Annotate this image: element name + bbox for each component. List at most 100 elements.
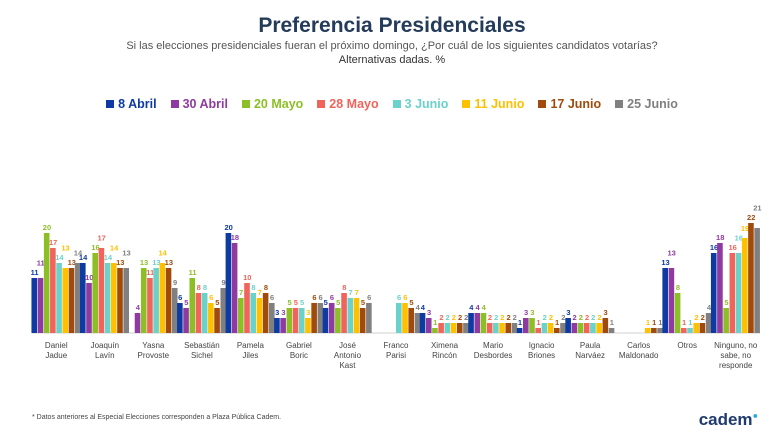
data-label: 14 [74, 249, 83, 258]
bar [328, 303, 335, 333]
bar [735, 253, 742, 333]
data-label: 6 [319, 293, 323, 302]
bar [754, 228, 760, 333]
data-label: 3 [281, 308, 285, 317]
data-label: 7 [355, 288, 359, 297]
bar [311, 303, 317, 333]
data-label: 3 [275, 308, 279, 317]
bar [480, 313, 487, 333]
chart-subtitle: Si las elecciones presidenciales fueran … [126, 40, 658, 52]
data-label: 3 [566, 308, 570, 317]
data-label: 5 [184, 298, 188, 307]
data-label: 4 [469, 303, 474, 312]
data-label: 7 [258, 288, 262, 297]
legend-swatch [106, 100, 115, 108]
data-label: 5 [724, 298, 728, 307]
legend-swatch [241, 100, 250, 108]
data-label: 2 [488, 313, 492, 322]
data-label: 5 [361, 298, 365, 307]
bar [402, 303, 408, 333]
bar [159, 263, 166, 333]
category-label: Sebastián [184, 341, 220, 350]
category-label: Yasna [142, 341, 165, 350]
data-label: 1 [536, 318, 540, 327]
data-label: 2 [494, 313, 498, 322]
category-label: Ximena [431, 341, 459, 350]
bar [298, 308, 305, 333]
bar [238, 298, 244, 333]
legend-label: 17 Junio [550, 97, 602, 111]
chart-title: Preferencia Presidenciales [258, 14, 526, 37]
data-label: 14 [55, 253, 64, 262]
bar [523, 318, 529, 333]
category-label: José [339, 341, 356, 350]
category-label: Ignacio [529, 341, 555, 350]
data-label: 1 [682, 318, 686, 327]
legend-item: 11 Junio [462, 97, 524, 111]
bar [171, 288, 178, 333]
category-label: Narváez [575, 351, 605, 360]
data-label: 2 [464, 313, 468, 322]
bar [516, 328, 523, 333]
bar [468, 313, 474, 333]
bar [366, 303, 372, 333]
bar [98, 248, 105, 333]
data-label: 13 [668, 249, 676, 258]
data-label: 13 [661, 258, 669, 267]
data-label: 3 [604, 308, 608, 317]
data-label: 1 [433, 318, 437, 327]
bar [104, 263, 111, 333]
bar [244, 283, 250, 333]
bar [699, 323, 706, 333]
data-label: 16 [735, 234, 743, 243]
category-label: Daniel [45, 341, 68, 350]
bar [705, 313, 712, 333]
bar [225, 233, 232, 333]
data-label: 13 [165, 258, 173, 267]
data-label: 20 [43, 223, 51, 232]
data-label: 16 [91, 243, 99, 252]
data-label: 2 [452, 313, 456, 322]
data-label: 5 [215, 298, 219, 307]
bar [687, 328, 693, 333]
data-label: 2 [585, 313, 589, 322]
bar [201, 293, 208, 333]
data-label: 2 [446, 313, 450, 322]
bar [432, 328, 438, 333]
legend-swatch [538, 100, 547, 108]
bar [123, 268, 129, 333]
bar [31, 278, 38, 333]
category-label: Maldonado [619, 351, 659, 360]
data-label: 8 [342, 283, 346, 292]
bar [134, 313, 141, 333]
bar [425, 318, 432, 333]
data-label: 13 [61, 244, 69, 253]
cadem-logo: cadem● [698, 410, 758, 429]
data-label: 6 [270, 293, 274, 302]
data-label: 13 [140, 258, 148, 267]
category-label: Parisi [386, 351, 406, 360]
data-label: 11 [37, 259, 45, 268]
bar [335, 308, 341, 333]
bar [486, 323, 493, 333]
bar [111, 263, 117, 333]
bar [608, 328, 615, 333]
bar [577, 323, 584, 333]
bar [140, 268, 147, 333]
bar [280, 318, 286, 333]
bar [651, 328, 657, 333]
bar [50, 248, 56, 333]
data-label: 16 [710, 243, 718, 252]
bar [741, 238, 748, 333]
bar [353, 298, 360, 333]
data-label: 5 [300, 298, 304, 307]
bar [195, 293, 202, 333]
bar [292, 308, 299, 333]
data-label: 2 [591, 313, 595, 322]
bar [92, 253, 98, 333]
data-label: 7 [348, 288, 352, 297]
category-label: Mario [483, 341, 504, 350]
bar [602, 318, 609, 333]
bar [177, 303, 183, 333]
